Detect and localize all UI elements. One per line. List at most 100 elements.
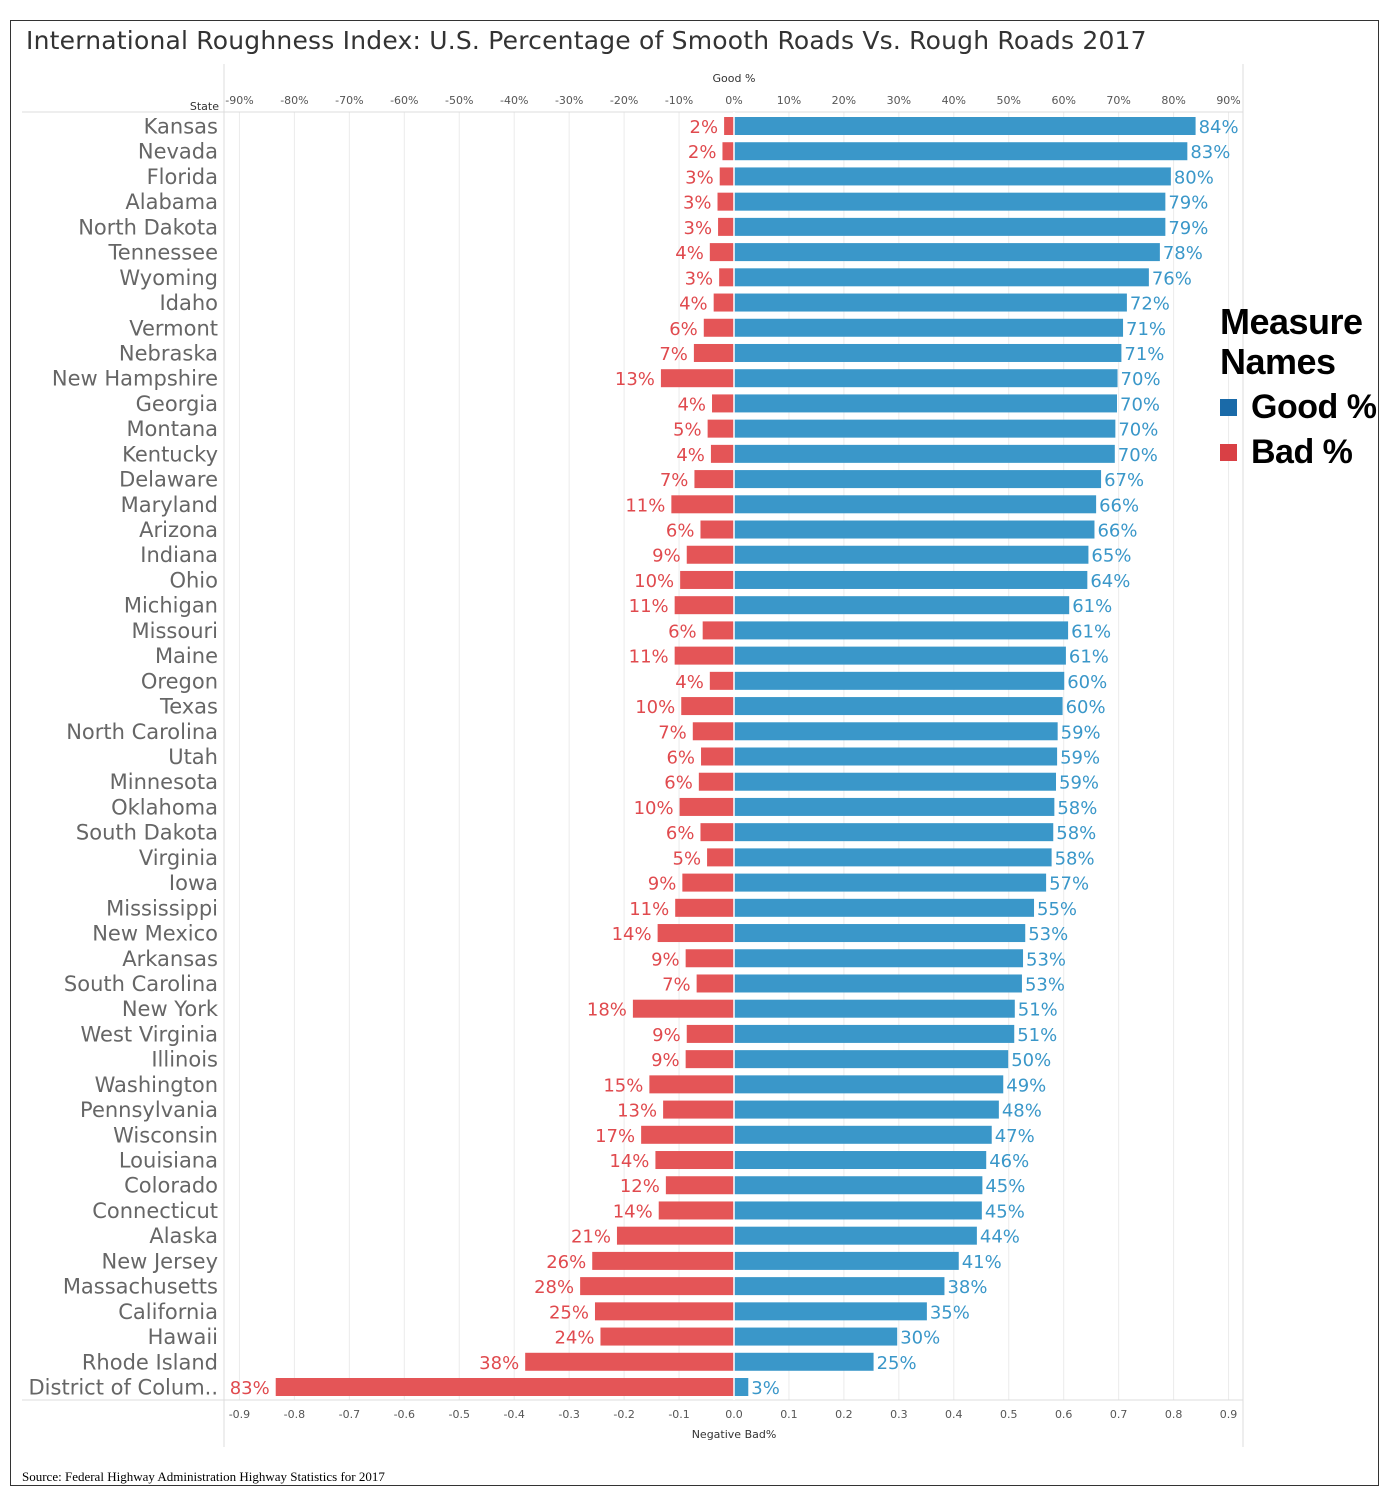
state-label: North Carolina — [66, 720, 218, 744]
top-tick-label: -80% — [280, 94, 308, 107]
state-label: Oklahoma — [111, 795, 218, 819]
bad-value-label: 4% — [676, 445, 705, 466]
bottom-tick-label: 0.3 — [890, 1408, 908, 1421]
bad-value-label: 10% — [634, 798, 674, 819]
state-label: Texas — [159, 695, 218, 719]
good-value-label: 76% — [1152, 268, 1192, 289]
top-tick-label: -40% — [500, 94, 528, 107]
state-label: New Mexico — [92, 922, 218, 946]
bad-bar — [660, 369, 734, 388]
good-value-label: 80% — [1174, 167, 1214, 188]
good-value-label: 60% — [1066, 697, 1106, 718]
bad-value-label: 10% — [634, 571, 674, 592]
bad-value-label: 3% — [683, 193, 712, 214]
top-tick-label: 40% — [942, 94, 966, 107]
good-bar — [734, 394, 1118, 413]
state-label: Minnesota — [110, 770, 218, 794]
bottom-tick-label: 0.1 — [780, 1408, 798, 1421]
top-tick-label: -20% — [610, 94, 638, 107]
good-value-label: 71% — [1126, 319, 1166, 340]
bad-value-label: 4% — [679, 294, 708, 315]
legend-title-line2: Names — [1220, 341, 1336, 382]
bad-bar — [674, 596, 734, 615]
state-label: Alaska — [149, 1224, 218, 1248]
bad-bar — [722, 142, 734, 161]
bad-bar — [649, 1075, 734, 1094]
good-bar — [734, 1302, 927, 1321]
bad-value-label: 6% — [664, 773, 693, 794]
state-label: Mississippi — [106, 896, 218, 920]
good-bar — [734, 1352, 874, 1371]
state-label: Oregon — [141, 669, 218, 693]
bad-value-label: 14% — [612, 924, 652, 945]
good-bar — [734, 974, 1022, 993]
bad-bar — [702, 621, 734, 640]
bottom-tick-label: -0.4 — [503, 1408, 524, 1421]
top-tick-label: -70% — [335, 94, 363, 107]
good-bar — [734, 1251, 959, 1270]
bad-value-label: 3% — [684, 218, 713, 239]
good-bar — [734, 369, 1118, 388]
bad-value-label: 6% — [669, 319, 698, 340]
good-value-label: 64% — [1090, 571, 1130, 592]
state-label: Vermont — [129, 316, 218, 340]
good-bar — [734, 243, 1160, 262]
bad-bar — [707, 848, 734, 867]
bad-value-label: 5% — [673, 420, 702, 441]
bottom-tick-label: 0.5 — [1000, 1408, 1018, 1421]
state-label: Florida — [147, 165, 218, 189]
state-label: Maine — [155, 644, 218, 668]
bad-bar — [674, 646, 734, 665]
legend-label-good: Good % — [1251, 388, 1377, 426]
good-bar — [734, 520, 1095, 539]
bad-bar — [686, 545, 734, 564]
good-value-label: 71% — [1124, 344, 1164, 365]
bad-bar — [600, 1327, 734, 1346]
state-label: Indiana — [140, 543, 218, 567]
bottom-tick-label: -0.6 — [394, 1408, 415, 1421]
bad-bar — [719, 167, 734, 186]
bad-bar — [718, 217, 734, 236]
bad-bar — [641, 1125, 734, 1144]
good-bar — [734, 797, 1055, 816]
state-label: North Dakota — [78, 215, 218, 239]
good-value-label: 59% — [1059, 773, 1099, 794]
good-bar — [734, 596, 1070, 615]
state-label: South Dakota — [76, 821, 218, 845]
bad-value-label: 18% — [587, 1000, 627, 1021]
good-bar — [734, 192, 1166, 211]
bad-bar — [694, 470, 734, 489]
bad-value-label: 6% — [666, 521, 695, 542]
state-label: Washington — [95, 1073, 218, 1097]
bottom-tick-label: -0.7 — [339, 1408, 360, 1421]
good-bar — [734, 1125, 992, 1144]
top-tick-label: 70% — [1106, 94, 1130, 107]
bottom-tick-label: 0.9 — [1220, 1408, 1238, 1421]
legend-item-good: Good % — [1220, 388, 1377, 427]
good-value-label: 48% — [1002, 1101, 1042, 1122]
good-bar — [734, 470, 1102, 489]
good-value-label: 53% — [1025, 974, 1065, 995]
state-label: Michigan — [124, 594, 218, 618]
good-value-label: 70% — [1118, 420, 1158, 441]
bottom-tick-label: 0.2 — [835, 1408, 853, 1421]
good-bar — [734, 1327, 898, 1346]
good-bar — [734, 444, 1115, 463]
bad-value-label: 5% — [673, 848, 702, 869]
state-label: Georgia — [136, 392, 218, 416]
good-bar — [734, 495, 1097, 514]
bad-value-label: 14% — [613, 1201, 653, 1222]
good-value-label: 58% — [1057, 798, 1097, 819]
good-bar — [734, 1226, 977, 1245]
good-value-label: 51% — [1018, 1000, 1058, 1021]
bad-value-label: 14% — [609, 1151, 649, 1172]
good-value-label: 47% — [995, 1126, 1035, 1147]
bad-bar — [698, 772, 734, 791]
bad-bar — [693, 343, 734, 362]
bad-bar — [724, 117, 734, 135]
bad-bar — [679, 797, 734, 816]
good-bar — [734, 167, 1171, 186]
bad-bar — [663, 1100, 734, 1119]
bad-bar — [671, 495, 734, 514]
